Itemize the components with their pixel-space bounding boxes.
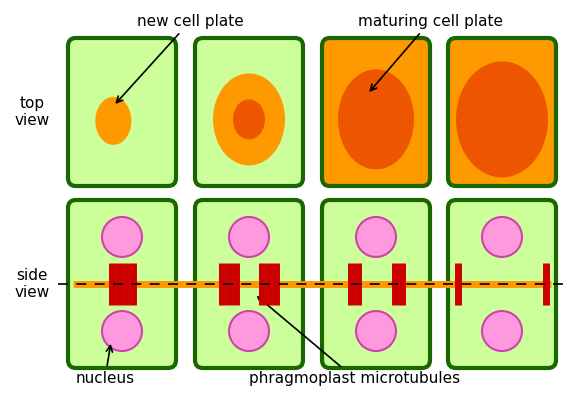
Ellipse shape [213, 73, 285, 166]
Ellipse shape [338, 69, 414, 169]
Ellipse shape [482, 217, 522, 257]
FancyBboxPatch shape [322, 200, 430, 368]
FancyBboxPatch shape [68, 38, 176, 186]
Text: top
view: top view [15, 96, 50, 128]
Ellipse shape [229, 311, 269, 351]
Ellipse shape [229, 217, 269, 257]
Ellipse shape [456, 61, 548, 177]
Text: nucleus: nucleus [75, 346, 135, 386]
FancyBboxPatch shape [195, 38, 303, 186]
FancyBboxPatch shape [448, 38, 556, 186]
FancyBboxPatch shape [322, 38, 430, 186]
Text: side
view: side view [15, 268, 50, 300]
Ellipse shape [95, 97, 132, 145]
Text: maturing cell plate: maturing cell plate [357, 14, 503, 91]
FancyBboxPatch shape [68, 200, 176, 368]
Ellipse shape [356, 311, 396, 351]
FancyBboxPatch shape [195, 200, 303, 368]
Ellipse shape [356, 217, 396, 257]
Ellipse shape [102, 311, 142, 351]
Text: new cell plate: new cell plate [116, 14, 243, 103]
Ellipse shape [102, 217, 142, 257]
Ellipse shape [233, 99, 265, 139]
FancyBboxPatch shape [448, 200, 556, 368]
Text: phragmoplast microtubules: phragmoplast microtubules [249, 297, 460, 386]
Ellipse shape [482, 311, 522, 351]
